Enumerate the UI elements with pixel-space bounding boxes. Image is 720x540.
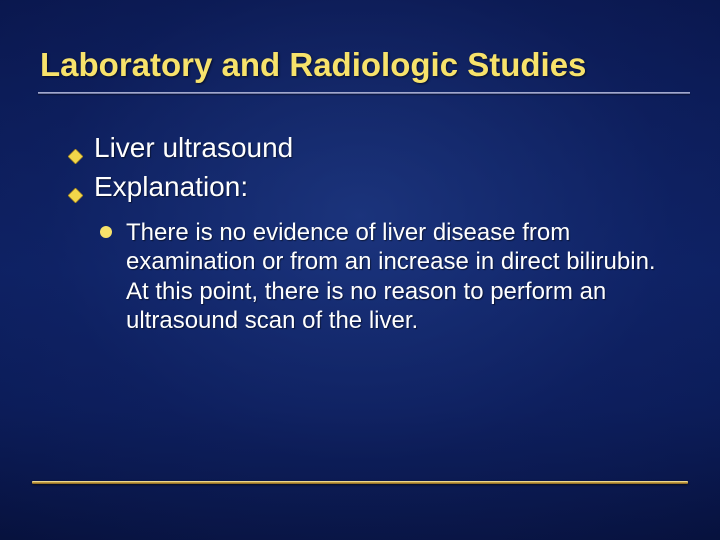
slide: Laboratory and Radiologic Studies Liver … <box>0 0 720 540</box>
bullet-lvl1: Liver ultrasound <box>68 130 670 165</box>
footer-divider <box>32 481 688 484</box>
slide-title: Laboratory and Radiologic Studies <box>40 46 690 84</box>
dot-bullet-icon <box>100 226 112 238</box>
title-underline <box>38 92 690 94</box>
slide-body: Liver ultrasound Explanation: There is n… <box>68 130 670 335</box>
diamond-bullet-icon <box>68 137 83 152</box>
diamond-bullet-icon <box>68 176 83 191</box>
bullet-lvl1: Explanation: <box>68 169 670 204</box>
bullet-lvl1-text: Liver ultrasound <box>94 132 293 163</box>
bullet-lvl2: There is no evidence of liver disease fr… <box>96 218 670 335</box>
bullet-lvl2-text: There is no evidence of liver disease fr… <box>126 219 656 334</box>
bullet-lvl1-text: Explanation: <box>94 171 248 202</box>
